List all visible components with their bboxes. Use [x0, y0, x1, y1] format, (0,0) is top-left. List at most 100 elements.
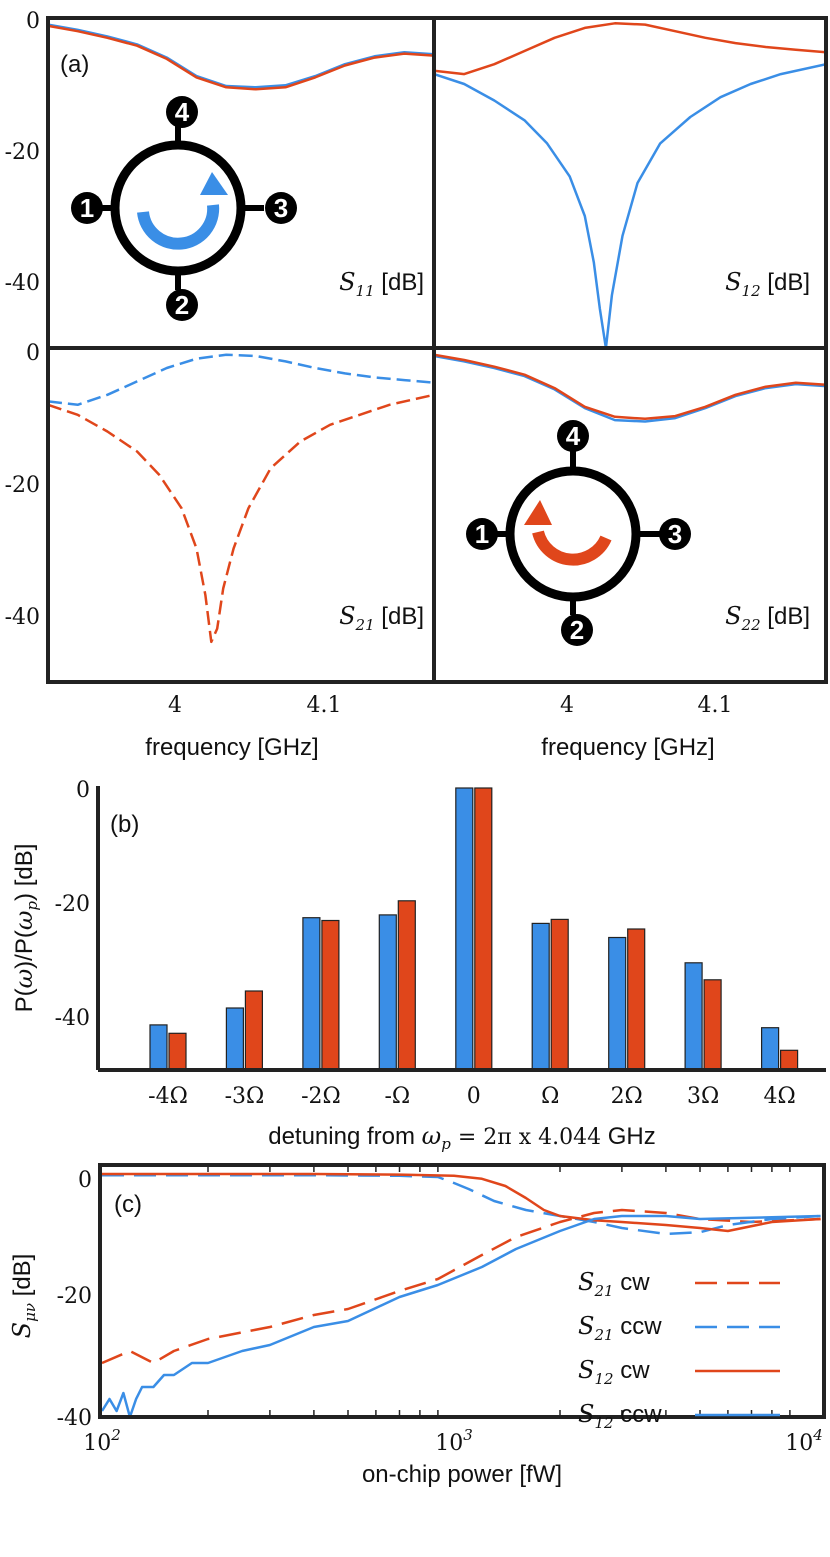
panel-c-frame [98, 1163, 826, 1419]
bar-blue-5 [531, 922, 550, 1071]
bar-blue-2 [302, 917, 321, 1071]
circulator-inset-blue: 4 1 3 2 [71, 96, 297, 321]
xtick-a-right-4.1: 4.1 [698, 693, 733, 718]
port-3-label: 3 [274, 193, 288, 223]
legend: S21 cw S21 ccw S12 cw S12 ccw [578, 1268, 780, 1432]
series-s12-red [434, 22, 826, 76]
bar-red-7 [703, 979, 722, 1071]
series-s12-blue [434, 62, 826, 348]
series-c-1 [102, 1173, 821, 1236]
panel-a-plot-area [48, 22, 826, 644]
xtick-b-6: 2Ω [611, 1084, 643, 1109]
ytick-a-bot-20: -20 [5, 473, 40, 498]
panel-b-label: (b) [110, 811, 139, 838]
ytick-c-20: -20 [57, 1284, 92, 1309]
panel-c-plot-area [100, 1172, 821, 1417]
panel-c: (c) 0 -20 -40 102 103 104 on-chip power … [8, 1163, 826, 1488]
circulation-arrow-red [532, 530, 612, 566]
bar-blue-3 [378, 914, 397, 1071]
port-2-marker [166, 289, 198, 321]
port-3-label-b: 3 [668, 519, 682, 549]
panel-c-ylabel: Sμν [dB] [8, 1254, 39, 1339]
panel-b-xlabel: detuning from ωp = 2π x 4.044 GHz [268, 1122, 656, 1153]
ytick-c-0: 0 [78, 1168, 92, 1193]
xtick-b-2: -2Ω [301, 1084, 341, 1109]
xtick-c-1000: 103 [435, 1426, 473, 1456]
circulation-arrowhead-red [524, 500, 552, 525]
port-2-label-b: 2 [570, 615, 584, 645]
port-1-marker-b [466, 518, 498, 550]
bar-red-5 [550, 918, 569, 1071]
panel-c-label: (c) [114, 1191, 142, 1218]
bar-blue-8 [760, 1027, 780, 1071]
ytick-a-bot-40: -40 [5, 605, 40, 630]
label-s21: S21 [dB] [339, 602, 424, 634]
bar-red-6 [627, 928, 646, 1071]
series-s22-blue [434, 354, 826, 423]
xtick-b-3: -Ω [384, 1084, 410, 1109]
subplot-s22 [434, 353, 826, 423]
bar-red-0 [168, 1032, 187, 1071]
port-4-marker-b [557, 420, 589, 452]
ytick-a-top-0: 0 [26, 9, 40, 34]
panel-b: (b) 0 -20 -40 -4Ω -3Ω -2Ω -Ω 0 Ω 2Ω 3Ω 4Ω P(ω)/P… [10, 778, 826, 1153]
port-2-marker-b [561, 614, 593, 646]
xtick-b-1: -3Ω [225, 1084, 265, 1109]
legend-label-2: S12 cw [578, 1356, 650, 1388]
bar-blue-1 [225, 1007, 244, 1071]
panel-a: (a) 0 -20 -40 0 -20 -40 4 4.1 4 4.1 freq… [5, 9, 828, 761]
ytick-b-20: -20 [55, 892, 90, 917]
port-1-marker [71, 192, 103, 224]
label-s12: S12 [dB] [725, 268, 810, 300]
label-s11: S11 [dB] [339, 268, 424, 300]
subplot-s12 [434, 22, 826, 348]
series-s11-red [48, 24, 434, 91]
panel-a-label: (a) [60, 51, 89, 78]
xtick-c-10000: 104 [785, 1426, 823, 1456]
series-c-0 [101, 1208, 821, 1365]
series-s11-blue [48, 23, 434, 89]
port-3-marker [265, 192, 297, 224]
port-4-label: 4 [175, 97, 190, 127]
ytick-a-bot-0: 0 [26, 341, 40, 366]
xtick-a-left-4.1: 4.1 [307, 693, 342, 718]
panel-b-xticks: -4Ω -3Ω -2Ω -Ω 0 Ω 2Ω 3Ω 4Ω [148, 1084, 796, 1109]
panel-b-ylabel: P(ω)/P(ωp) [dB] [10, 844, 41, 1013]
xtick-b-4: 0 [467, 1084, 481, 1109]
xtick-b-0: -4Ω [148, 1084, 188, 1109]
legend-label-0: S21 cw [578, 1268, 650, 1300]
port-2-label: 2 [175, 290, 189, 320]
xtick-c-100: 102 [83, 1426, 121, 1456]
xtick-b-8: 4Ω [763, 1084, 795, 1109]
port-1-label: 1 [80, 193, 94, 223]
ytick-b-40: -40 [55, 1006, 90, 1031]
bar-blue-4 [455, 787, 474, 1071]
series-c-2 [102, 1172, 821, 1233]
subplot-s11 [48, 23, 434, 91]
bar-blue-7 [684, 962, 703, 1071]
xlabel-a-left: frequency [GHz] [145, 734, 318, 761]
panel-b-bars [149, 787, 799, 1071]
xtick-b-7: 3Ω [687, 1084, 719, 1109]
ytick-a-top-20: -20 [5, 140, 40, 165]
ytick-c-40: -40 [57, 1406, 92, 1431]
legend-label-1: S21 ccw [578, 1312, 662, 1344]
series-c-3 [100, 1214, 821, 1417]
series-s22-red [434, 353, 826, 421]
bar-red-8 [779, 1049, 799, 1071]
subplot-s21 [48, 353, 434, 644]
legend-label-3: S12 ccw [578, 1400, 662, 1432]
circulation-arrow-blue [137, 204, 220, 250]
xtick-a-right-4: 4 [560, 693, 574, 718]
port-4-marker [166, 96, 198, 128]
bar-blue-0 [149, 1024, 168, 1071]
ytick-a-top-40: -40 [5, 271, 40, 296]
circulator-inset-red: 4 1 3 2 [466, 420, 691, 646]
port-4-label-b: 4 [566, 421, 581, 451]
panel-c-xlabel: on-chip power [fW] [362, 1461, 562, 1488]
series-s21-red [48, 393, 434, 644]
bar-red-1 [244, 990, 263, 1071]
xtick-b-5: Ω [541, 1084, 559, 1109]
xlabel-a-right: frequency [GHz] [541, 734, 714, 761]
